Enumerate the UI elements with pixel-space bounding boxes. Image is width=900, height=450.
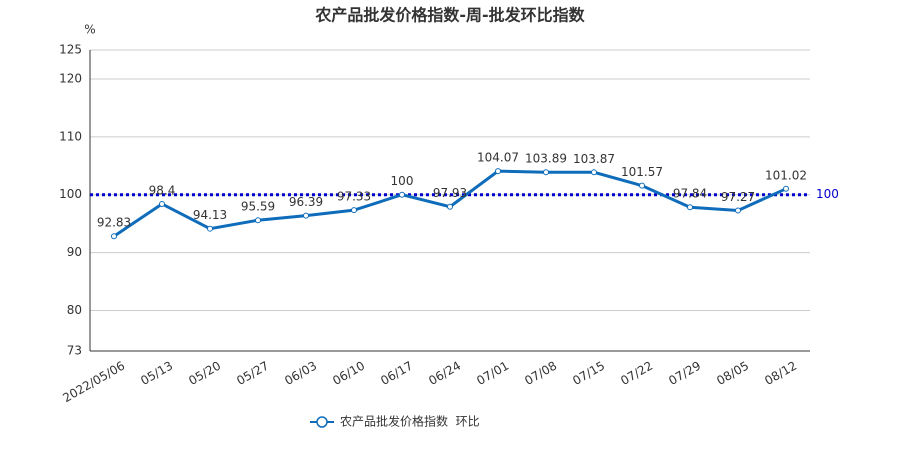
data-label: 101.57	[621, 165, 663, 179]
point	[303, 212, 309, 219]
data-label: 100	[391, 174, 414, 188]
x-tick-label: 05/20	[186, 359, 223, 388]
data-label: 97.93	[433, 186, 467, 200]
point	[399, 191, 405, 198]
x-tick-label: 06/03	[282, 359, 319, 388]
data-label: 96.39	[289, 195, 323, 209]
point	[351, 207, 357, 214]
data-label: 97.33	[337, 190, 371, 204]
point	[735, 207, 741, 214]
point	[543, 169, 549, 176]
reference-label: 100	[816, 187, 839, 201]
line	[113, 169, 787, 238]
y-tick-label: 110	[59, 129, 82, 143]
x-tick-label: 07/22	[618, 359, 655, 388]
data-label: 94.13	[193, 208, 227, 222]
point	[111, 233, 117, 240]
legend-label: 农产品批发价格指数 环比	[340, 414, 480, 429]
data-label: 101.02	[765, 168, 807, 182]
point	[783, 185, 789, 192]
chart-title: 农产品批发价格指数-周-批发环比指数	[314, 6, 585, 25]
x-tick-label: 07/01	[474, 359, 511, 388]
point	[639, 182, 645, 189]
x-tick-label: 07/08	[522, 359, 559, 388]
point	[255, 217, 261, 224]
data-label: 95.59	[241, 200, 275, 214]
point	[591, 169, 597, 176]
y-tick-label: 120	[59, 71, 82, 85]
data-label: 97.27	[721, 190, 755, 204]
point	[207, 225, 213, 232]
x-tick-label: 07/29	[666, 359, 703, 388]
data-label: 103.87	[573, 152, 615, 166]
x-tick-label: 2022/05/06	[60, 359, 127, 406]
legend-marker	[316, 416, 328, 428]
point	[159, 200, 165, 207]
point	[447, 203, 453, 210]
x-tick-label: 06/10	[330, 359, 367, 388]
point	[495, 168, 501, 175]
data-label: 104.07	[477, 151, 519, 165]
y-axis-label: %	[84, 23, 95, 37]
x-tick-label: 06/24	[426, 359, 463, 388]
x-tick-label: 05/27	[234, 359, 271, 388]
x-tick-label: 08/12	[762, 359, 799, 388]
data-label: 92.83	[97, 216, 131, 230]
y-tick-label: 73	[67, 344, 82, 358]
data-label: 97.84	[673, 187, 707, 201]
data-label: 103.89	[525, 152, 567, 166]
x-tick-label: 08/05	[714, 359, 751, 388]
x-tick-label: 07/15	[570, 359, 607, 388]
x-tick-label: 05/13	[138, 359, 175, 388]
y-tick-label: 80	[67, 303, 82, 317]
y-tick-label: 125	[59, 43, 82, 57]
y-tick-label: 90	[67, 245, 82, 259]
data-label: 98.4	[149, 183, 176, 197]
y-tick-label: 100	[59, 187, 82, 201]
x-tick-label: 06/17	[378, 359, 415, 388]
point	[687, 204, 693, 211]
